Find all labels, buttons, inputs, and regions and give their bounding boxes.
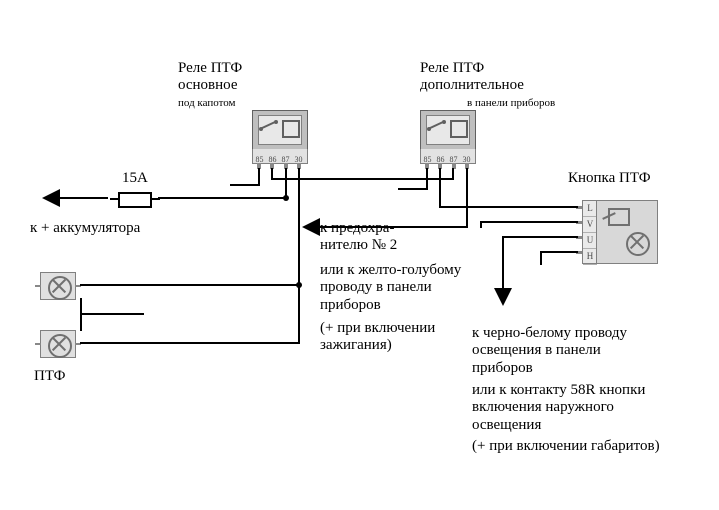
ground-button [527,263,553,279]
relay-main: 85868730 [252,110,306,166]
button-term-H: H [583,249,597,265]
wire [502,236,578,238]
button-title: Кнопка ПТФ [568,170,651,187]
wire [502,236,504,290]
relay-aux-title: Реле ПТФ дополнительное [420,60,524,95]
button-term-V: V [583,217,597,233]
wire [480,221,482,228]
arrow-bw [494,288,512,306]
wire [80,298,82,314]
arrow-battery [42,189,60,207]
fuse2-text2: или к желто-голубому проводу в панели пр… [320,262,461,314]
wire [480,221,578,223]
bw-text3: (+ при включении габаритов) [472,438,660,455]
ptf-label: ПТФ [34,368,66,385]
relay-main-title: Реле ПТФ основное [178,60,242,95]
fuse2-text: к предохра- нителю № 2 [320,220,397,255]
wire [80,313,82,331]
button-term-L: L [583,201,597,217]
wiring-diagram: Реле ПТФ основное под капотом 85868730 Р… [0,0,719,510]
ground-relay-main [217,184,243,200]
wire [466,168,468,228]
fog-lamp-1 [40,272,76,300]
fog-lamp-2 [40,330,76,358]
wire-node [283,195,289,201]
wire [452,168,454,180]
button-term-U: U [583,233,597,249]
wire [80,342,300,344]
wire [80,313,144,315]
relay-main-subtitle: под капотом [178,97,236,110]
ground-relay-aux [385,188,411,204]
wire [439,206,578,208]
relay-aux-subtitle: в панели приборов [467,97,555,110]
fuse-15a [118,192,152,208]
wire [439,168,441,208]
button-ptf: L V U H [582,200,656,262]
battery-label: к + аккумулятора [30,220,140,237]
bw-text1: к черно-белому проводу освещения в панел… [472,325,627,377]
fuse2-text3: (+ при включении зажигания) [320,320,435,355]
fuse-label: 15A [122,170,148,187]
ground-lamps [142,279,158,305]
relay-aux: 85868730 [420,110,474,166]
wire [540,251,578,253]
bw-text2: или к контакту 58R кнопки включения нару… [472,382,645,434]
wire [80,284,300,286]
wire [298,285,300,343]
arrow-fuse2 [302,218,320,236]
wire [60,197,108,199]
wire [426,168,428,190]
